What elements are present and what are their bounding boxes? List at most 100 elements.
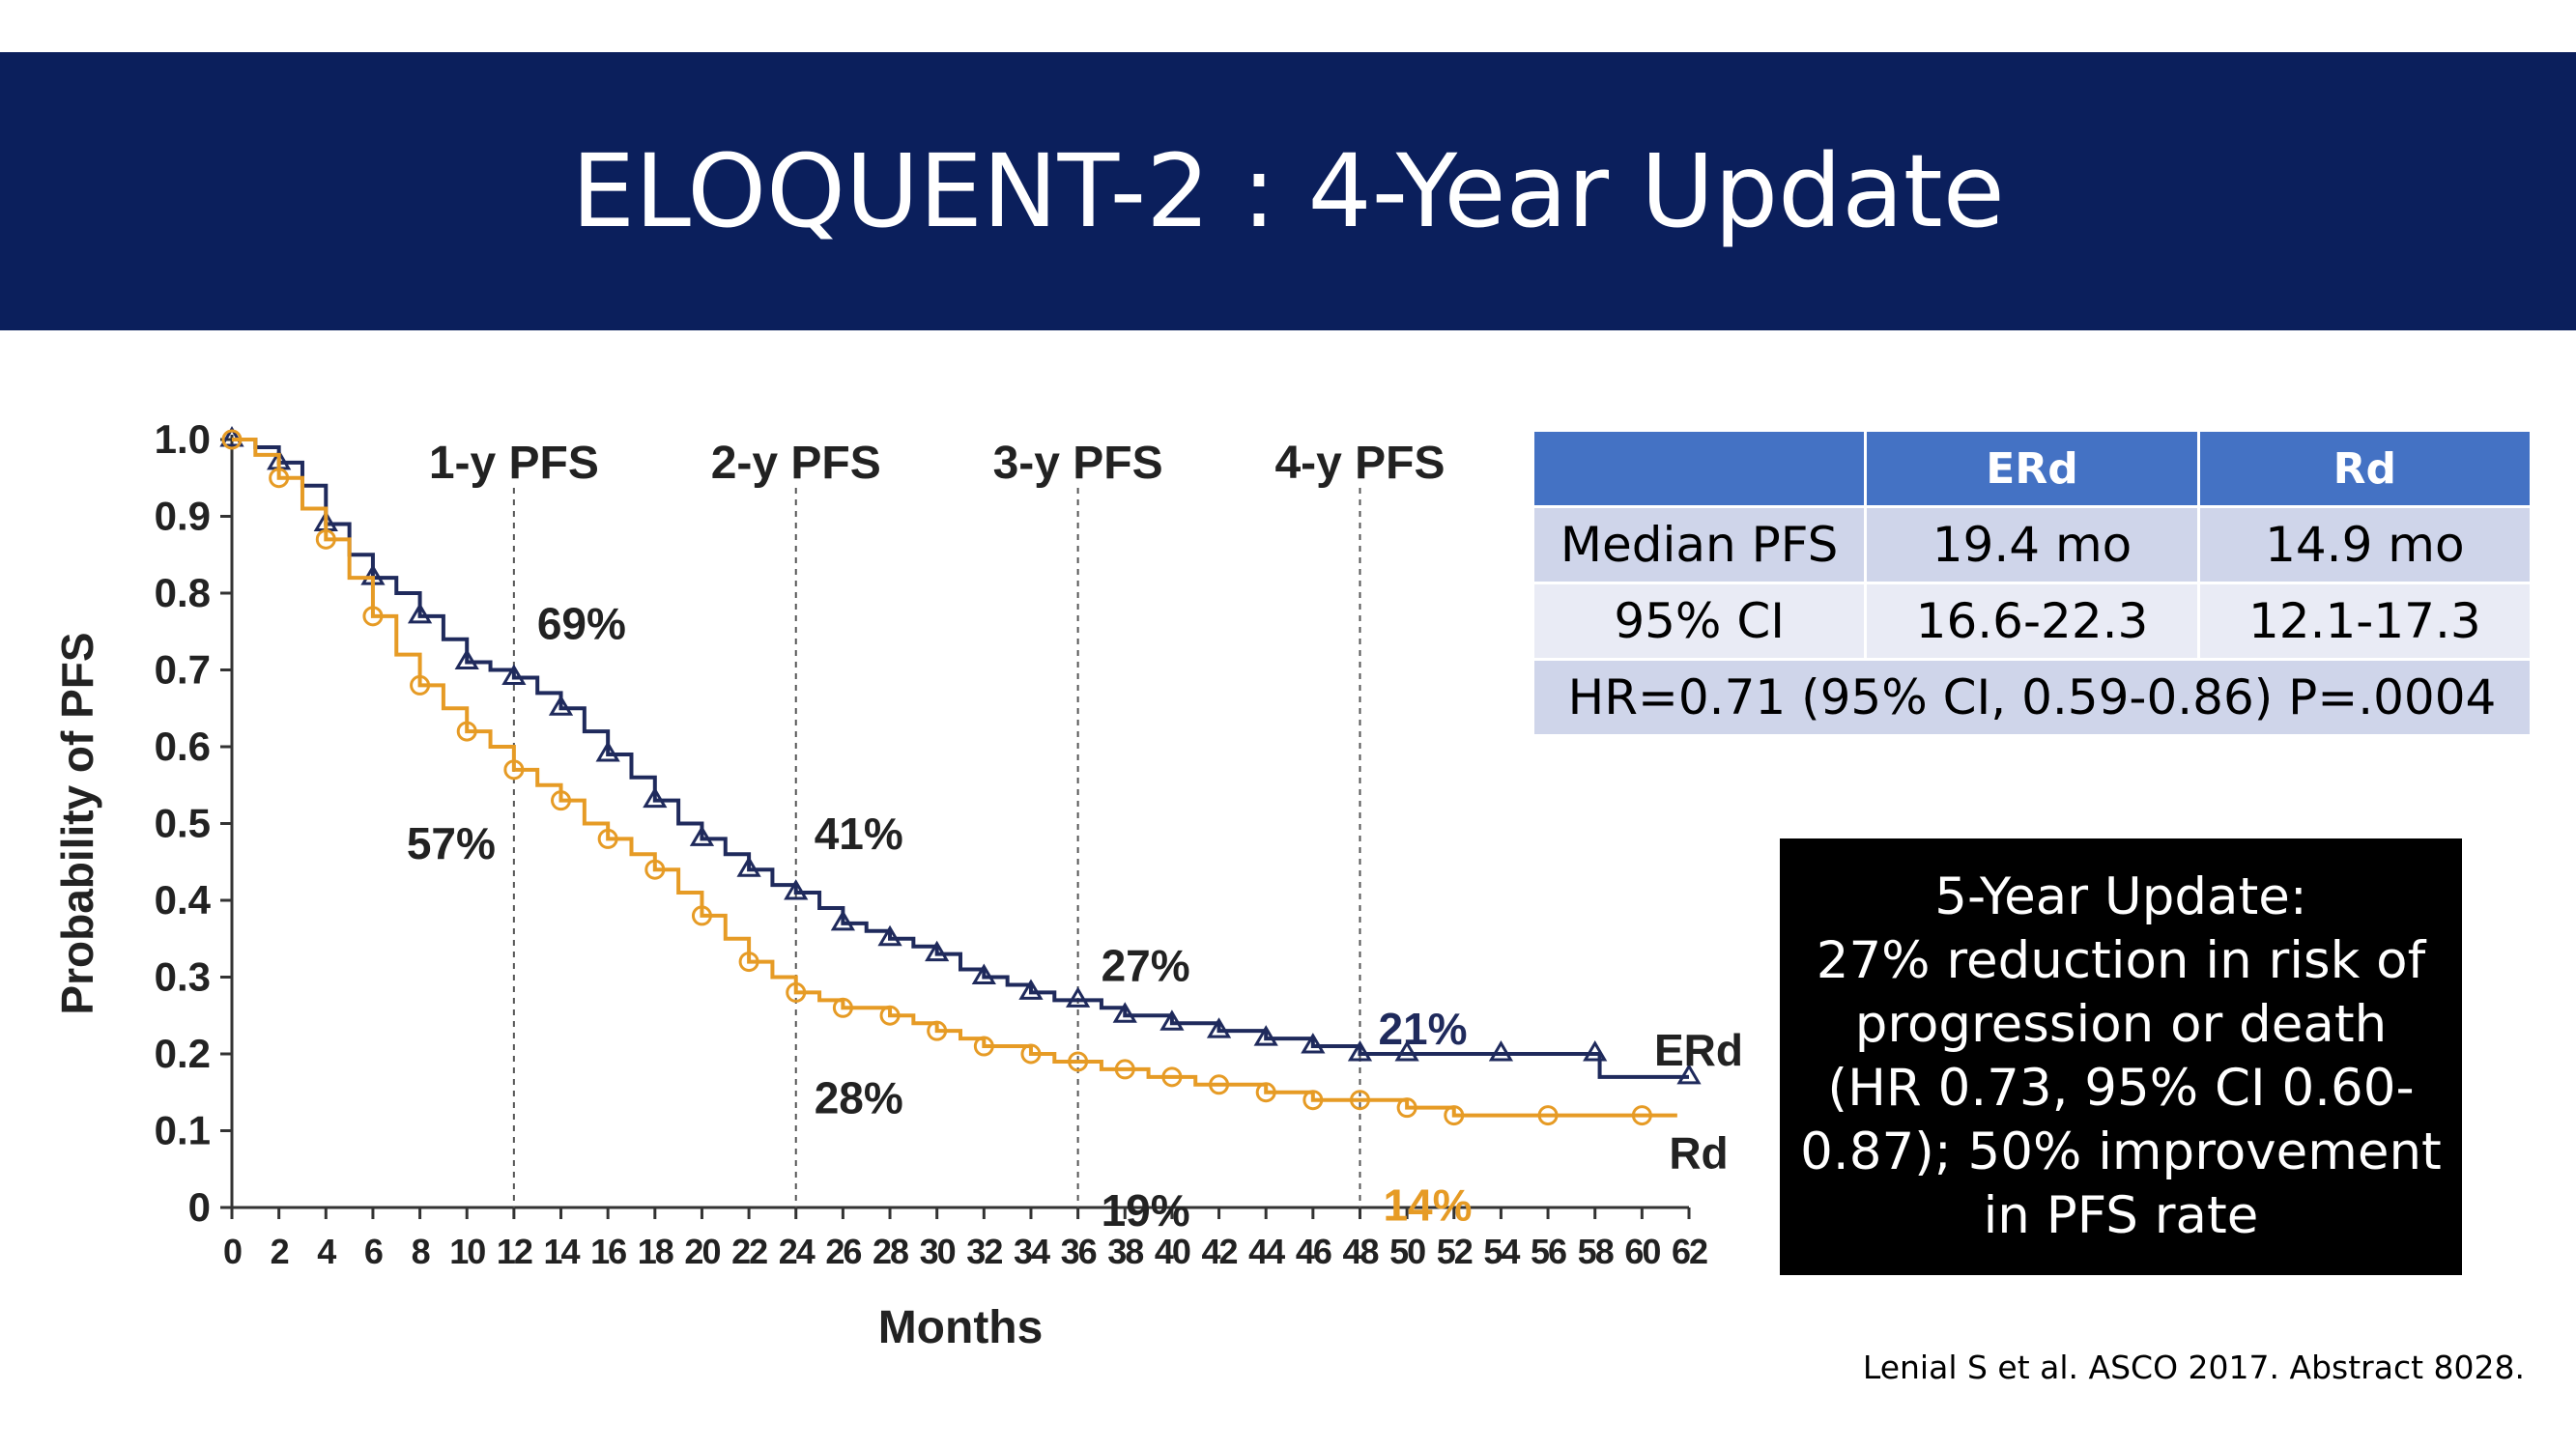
censor-marker-rd: [221, 429, 243, 450]
x-tick-label: 32: [966, 1232, 1002, 1271]
update-line: 5-Year Update:: [1934, 867, 2307, 926]
x-tick-label: 28: [873, 1232, 908, 1271]
pfs-table: ERd Rd Median PFS 19.4 mo 14.9 mo 95% CI…: [1531, 429, 2533, 737]
x-tick-label: 58: [1578, 1232, 1614, 1271]
censor-marker-erd: [736, 856, 761, 877]
censor-marker-rd: [879, 1005, 901, 1026]
km-chart: 00.10.20.30.40.50.60.70.80.91.00 2 4 6 8 10 12…: [52, 416, 1743, 1352]
censor-marker-erd: [784, 879, 809, 900]
y-tick-label: 0.9: [155, 494, 211, 539]
x-tick-label: 44: [1248, 1232, 1285, 1271]
censor-marker-erd: [501, 664, 527, 685]
reference-line-label: 1-y PFS: [429, 438, 599, 489]
update-line: progression or death: [1854, 995, 2388, 1054]
censor-marker-rd: [1068, 1051, 1089, 1072]
table-row-median-pfs: Median PFS 19.4 mo 14.9 mo: [1531, 505, 2533, 584]
censor-marker-rd: [644, 859, 666, 880]
censor-marker-erd: [877, 924, 902, 947]
censor-marker-erd: [830, 909, 856, 931]
censor-marker-rd: [362, 606, 384, 627]
y-tick-label: 0.6: [155, 724, 211, 769]
x-tick-label: 6: [364, 1232, 383, 1271]
censor-marker-rd: [1255, 1082, 1276, 1103]
update-line: in PFS rate: [1983, 1186, 2259, 1245]
table-cell: 14.9 mo: [2196, 505, 2533, 584]
reference-line-label: 3-y PFS: [993, 438, 1163, 489]
x-tick-label: 12: [497, 1232, 532, 1271]
censor-marker-erd: [1206, 1017, 1232, 1038]
x-tick-label: 42: [1202, 1232, 1238, 1271]
y-tick-label: 0.5: [155, 801, 211, 846]
table-cell: 95% CI: [1531, 582, 1868, 661]
table-header-rd: Rd: [2196, 429, 2533, 508]
censor-marker-rd: [1537, 1105, 1559, 1126]
censor-marker-rd: [1114, 1059, 1135, 1080]
y-tick-label: 1.0: [155, 416, 211, 462]
censor-marker-rd: [551, 790, 572, 811]
y-tick-label: 0.7: [155, 647, 211, 693]
x-tick-label: 14: [543, 1232, 580, 1271]
x-tick-label: 38: [1107, 1232, 1143, 1271]
censor-marker-rd: [1020, 1043, 1042, 1065]
series-line-rd: [232, 438, 1677, 1118]
censor-marker-erd: [1394, 1040, 1419, 1062]
slide-title: ELOQUENT-2 : 4-Year Update: [571, 132, 2005, 250]
table-cell: 12.1-17.3: [2196, 582, 2533, 661]
censor-marker-rd: [1302, 1090, 1324, 1111]
censor-marker-rd: [786, 981, 807, 1003]
table-cell: Median PFS: [1531, 505, 1868, 584]
censor-marker-rd: [1209, 1074, 1230, 1095]
censor-marker-rd: [1161, 1066, 1183, 1088]
x-tick-label: 40: [1155, 1232, 1190, 1271]
censor-marker-rd: [691, 905, 712, 926]
table-header-row: ERd Rd: [1531, 429, 2533, 508]
x-tick-label: 8: [412, 1232, 430, 1271]
update-line: (HR 0.73, 95% CI 0.60-: [1827, 1059, 2415, 1118]
data-label-rd: 14%: [1383, 1180, 1472, 1231]
x-tick-label: 18: [638, 1232, 673, 1271]
censor-marker-erd: [1159, 1009, 1185, 1031]
x-axis-title: Months: [878, 1302, 1044, 1352]
table-row-95-ci: 95% CI 16.6-22.3 12.1-17.3: [1531, 582, 2533, 661]
table-cell: 16.6-22.3: [1864, 582, 2200, 661]
censor-marker-rd: [410, 674, 431, 696]
x-tick-label: 50: [1389, 1232, 1425, 1271]
x-tick-label: 52: [1437, 1232, 1473, 1271]
data-label-rd: 28%: [815, 1072, 903, 1122]
title-banner: ELOQUENT-2 : 4-Year Update: [0, 52, 2576, 330]
censor-marker-erd: [548, 695, 574, 716]
y-axis-title: Probability of PFS: [52, 632, 102, 1014]
censor-marker-rd: [597, 828, 618, 849]
data-label-erd: 41%: [815, 809, 903, 859]
censor-marker-erd: [407, 602, 433, 624]
censor-marker-rd: [1349, 1090, 1370, 1111]
update-line: 27% reduction in risk of: [1816, 931, 2426, 990]
x-tick-label: 10: [449, 1232, 485, 1271]
censor-marker-rd: [456, 721, 477, 742]
y-tick-label: 0.1: [155, 1108, 211, 1153]
series-end-label: Rd: [1669, 1128, 1728, 1179]
censor-marker-erd: [1018, 979, 1044, 1000]
censor-marker-rd: [927, 1020, 948, 1041]
y-tick-label: 0.8: [155, 570, 211, 615]
table-cell: 19.4 mo: [1864, 505, 2200, 584]
five-year-update-box: 5-Year Update: 27% reduction in risk of …: [1780, 838, 2462, 1275]
data-label-rd: 57%: [407, 818, 496, 868]
x-tick-label: 62: [1672, 1232, 1707, 1271]
x-tick-label: 2: [271, 1232, 289, 1271]
x-tick-label: 24: [779, 1232, 816, 1271]
censor-marker-rd: [832, 997, 853, 1018]
x-tick-label: 56: [1531, 1232, 1566, 1271]
series-end-label: ERd: [1654, 1025, 1743, 1075]
censor-marker-rd: [973, 1036, 994, 1057]
censor-marker-erd: [925, 940, 950, 962]
y-tick-label: 0: [188, 1184, 211, 1230]
x-tick-label: 34: [1014, 1232, 1050, 1271]
x-tick-label: 60: [1624, 1232, 1660, 1271]
reference-line-label: 4-y PFS: [1274, 438, 1445, 489]
data-label-erd: 69%: [537, 598, 626, 648]
x-tick-label: 16: [590, 1232, 626, 1271]
censor-marker-erd: [1301, 1033, 1326, 1054]
censor-marker-erd: [454, 648, 479, 670]
series-line-erd: [232, 438, 1689, 1079]
